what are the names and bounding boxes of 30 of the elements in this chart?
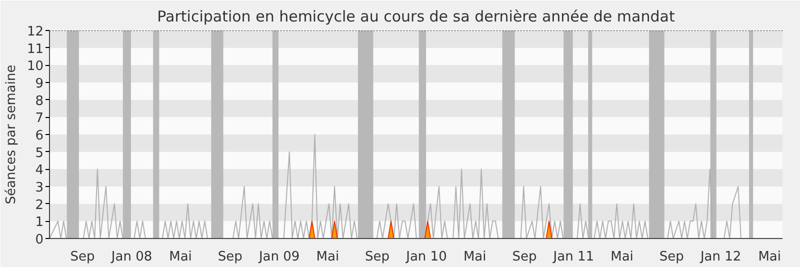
y-tick-label: 12 xyxy=(26,24,44,40)
x-tick-label: Mai xyxy=(610,250,634,264)
chart-title: Participation en hemicycle au cours de sa dernière année de mandat xyxy=(157,8,675,26)
x-tick-label: Jan 11 xyxy=(552,250,594,264)
y-tick-label: 9 xyxy=(35,76,44,92)
y-tick-label: 1 xyxy=(35,215,44,230)
y-tick-label: 10 xyxy=(26,59,44,74)
x-tick-label: Jan 10 xyxy=(405,250,447,264)
x-tick-label: Mai xyxy=(169,250,192,264)
x-tick-label: Mai xyxy=(758,250,781,264)
y-tick-label: 5 xyxy=(35,146,44,161)
y-tick-label: 3 xyxy=(35,180,44,196)
y-tick-label: 11 xyxy=(26,42,44,57)
y-axis-title: Séances par semaine xyxy=(4,64,19,204)
x-tick-label: Jan 09 xyxy=(258,250,300,264)
x-tick-label: Sep xyxy=(218,250,242,264)
x-tick-label: Sep xyxy=(365,250,390,264)
x-tick-label: Jan 08 xyxy=(110,250,152,264)
y-tick-label: 7 xyxy=(35,111,44,126)
x-tick-label: Sep xyxy=(659,250,684,264)
y-tick-label: 4 xyxy=(35,163,44,178)
x-tick-label: Mai xyxy=(463,250,486,264)
x-tick-label: Mai xyxy=(316,250,340,264)
x-tick-label: Sep xyxy=(512,250,537,264)
x-tick-label: Sep xyxy=(70,250,95,264)
y-tick-label: 0 xyxy=(35,232,44,248)
y-tick-label: 6 xyxy=(35,128,44,144)
x-tick-label: Jan 12 xyxy=(699,250,742,264)
y-tick-label: 8 xyxy=(35,94,44,109)
y-tick-label: 2 xyxy=(35,198,44,213)
